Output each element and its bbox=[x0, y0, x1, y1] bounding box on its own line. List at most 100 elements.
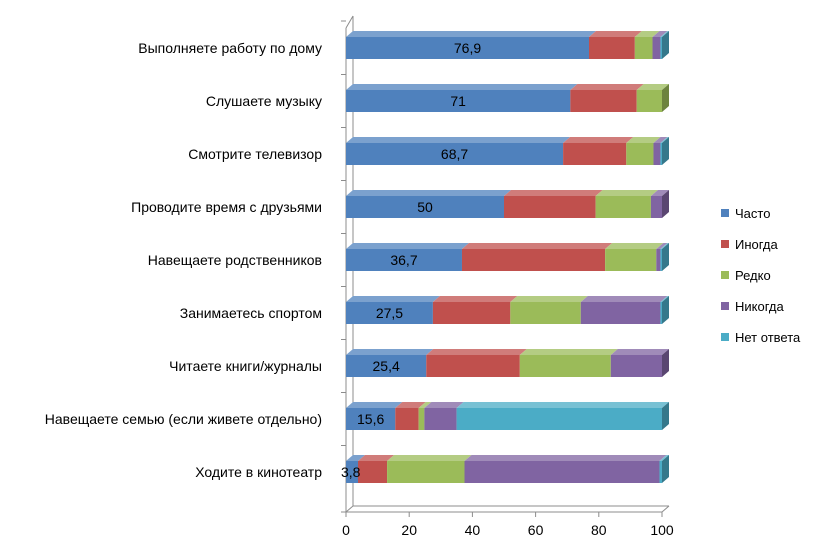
bar-segment-side bbox=[662, 349, 669, 377]
bar-segment-top bbox=[346, 296, 440, 302]
bar-segment-top bbox=[595, 190, 658, 196]
bar-segment-top bbox=[346, 402, 403, 408]
x-tick-label: 0 bbox=[342, 522, 350, 538]
category-label: Навещаете семью (если живете отдельно) bbox=[45, 411, 322, 427]
data-label: 76,9 bbox=[454, 40, 481, 56]
bar-segment-side bbox=[662, 402, 669, 430]
bar-segment-side bbox=[662, 190, 669, 218]
bar-segment bbox=[626, 143, 654, 165]
bar-segment-top bbox=[346, 243, 469, 249]
bar-segment bbox=[461, 249, 606, 271]
bar-segment bbox=[504, 196, 596, 218]
bar-segment bbox=[346, 302, 433, 324]
bar-segment-side bbox=[662, 137, 669, 165]
bar-segment bbox=[346, 408, 396, 430]
bar-segment-top bbox=[610, 349, 669, 355]
data-label: 3,8 bbox=[341, 464, 361, 480]
bar-segment bbox=[346, 355, 427, 377]
category-label: Смотрите телевизор bbox=[188, 146, 322, 162]
bar-segment-top bbox=[456, 402, 669, 408]
bar-segment-top bbox=[653, 137, 668, 143]
legend-swatch bbox=[721, 302, 729, 310]
bar-segment bbox=[580, 302, 661, 324]
bar-segment-top bbox=[346, 455, 366, 461]
bar-segment-top bbox=[570, 84, 644, 90]
bar-segment bbox=[652, 37, 661, 59]
bar-segment bbox=[563, 143, 627, 165]
bar-segment bbox=[660, 37, 662, 59]
data-label: 25,4 bbox=[373, 358, 400, 374]
bar-segment-top bbox=[432, 296, 518, 302]
data-label: 68,7 bbox=[441, 146, 468, 162]
x-tick-label: 20 bbox=[401, 522, 417, 538]
bar-segment bbox=[653, 143, 661, 165]
data-label: 36,7 bbox=[390, 252, 417, 268]
x-tick-label: 100 bbox=[650, 522, 674, 538]
legend-label: Часто bbox=[735, 206, 770, 221]
data-label: 50 bbox=[417, 199, 433, 215]
bar-segment bbox=[636, 90, 662, 112]
bar-segment-top bbox=[461, 243, 613, 249]
bar-segment bbox=[358, 461, 388, 483]
bar-segment-top bbox=[387, 455, 472, 461]
bar-segment-top bbox=[464, 455, 667, 461]
bar-segment-top bbox=[660, 31, 669, 37]
bar-segment-top bbox=[346, 190, 511, 196]
bar-segment-top bbox=[424, 402, 464, 408]
bar-segment bbox=[346, 143, 564, 165]
category-label: Ходите в кинотеатр bbox=[195, 464, 322, 480]
bar-segment-side bbox=[662, 243, 669, 271]
bar-segment-top bbox=[659, 455, 669, 461]
x-tick-label: 40 bbox=[465, 522, 481, 538]
bar-segment bbox=[456, 408, 662, 430]
bar-segment-top bbox=[660, 243, 669, 249]
category-label: Проводите время с друзьями bbox=[131, 199, 322, 215]
bar-segment-top bbox=[656, 243, 668, 249]
bar-segment-side bbox=[662, 31, 669, 59]
bar-segment-top bbox=[418, 402, 432, 408]
bar-segment-top bbox=[563, 137, 634, 143]
legend-label: Нет ответа bbox=[735, 330, 801, 345]
bar-segment-side bbox=[662, 296, 669, 324]
bar-segment-top bbox=[660, 137, 669, 143]
category-label: Занимаетесь спортом bbox=[180, 305, 322, 321]
bar-segment-top bbox=[519, 349, 618, 355]
bar-segment-top bbox=[605, 243, 664, 249]
bar-segment bbox=[660, 143, 662, 165]
bar-segment bbox=[346, 461, 359, 483]
bar-segment-top bbox=[346, 137, 571, 143]
category-label: Выполняете работу по дому bbox=[138, 40, 322, 56]
bar-segment-side bbox=[662, 84, 669, 112]
bar-segment-top bbox=[504, 190, 603, 196]
bar-segment bbox=[660, 249, 662, 271]
bar-segment bbox=[589, 37, 635, 59]
bar-segment bbox=[510, 302, 581, 324]
bar-segment-top bbox=[589, 31, 642, 37]
bar-segment bbox=[659, 461, 662, 483]
bar-segment-side bbox=[662, 455, 669, 483]
legend-label: Редко bbox=[735, 268, 771, 283]
legend-label: Иногда bbox=[735, 237, 778, 252]
bar-segment bbox=[570, 90, 637, 112]
bar-segment bbox=[634, 37, 653, 59]
bar-segment-top bbox=[580, 296, 668, 302]
bar-segment-top bbox=[636, 84, 669, 90]
bar-segment-top bbox=[660, 296, 669, 302]
bar-segment bbox=[519, 355, 611, 377]
legend-swatch bbox=[721, 333, 729, 341]
bar-segment bbox=[395, 408, 419, 430]
floor-right-edge bbox=[661, 505, 670, 513]
bar-segment-top bbox=[358, 455, 395, 461]
floor-left-edge bbox=[345, 505, 354, 513]
bar-segment-top bbox=[510, 296, 588, 302]
bar-segment bbox=[656, 249, 661, 271]
legend-swatch bbox=[721, 240, 729, 248]
bar-segment bbox=[464, 461, 660, 483]
bar-segment bbox=[346, 37, 590, 59]
x-tick-label: 60 bbox=[528, 522, 544, 538]
data-label: 15,6 bbox=[357, 411, 384, 427]
bar-segment bbox=[418, 408, 425, 430]
bar-segment bbox=[432, 302, 511, 324]
